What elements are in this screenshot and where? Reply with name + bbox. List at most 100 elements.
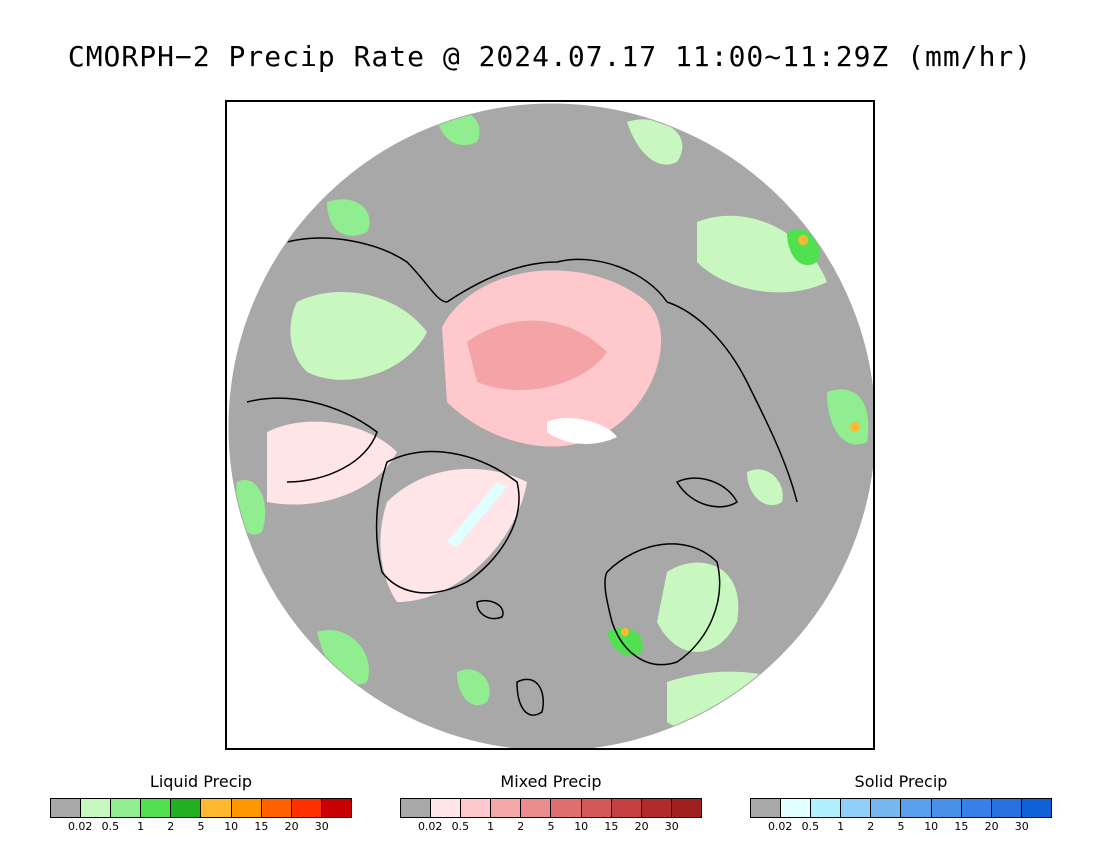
solid-swatch-7 xyxy=(961,799,992,817)
legend-mixed-title: Mixed Precip xyxy=(500,772,602,791)
legend-solid-ticks: 0.02 0.5 1 2 5 10 15 20 30 xyxy=(750,818,1052,834)
mixed-tick-label: 0.5 xyxy=(451,820,470,833)
liquid-tick-label: 1 xyxy=(137,820,145,833)
solid-tick-label: 10 xyxy=(924,820,939,833)
liquid-swatch-1 xyxy=(81,799,112,817)
mixed-tick-label: 20 xyxy=(634,820,649,833)
legend-liquid: Liquid Precip 0.02 0.5 1 2 5 10 15 20 30 xyxy=(50,770,352,834)
coast-russia-north xyxy=(666,301,798,503)
liquid-precip-hotspot-scandinavia xyxy=(621,628,629,636)
liquid-tick-label: 0.02 xyxy=(67,820,93,833)
coastlines xyxy=(246,237,798,716)
solid-precip-greenland xyxy=(447,482,507,547)
liquid-precip-barents xyxy=(747,469,783,506)
liquid-precip-alaska xyxy=(290,292,427,380)
solid-tick-label: 5 xyxy=(897,820,905,833)
liquid-swatch-6 xyxy=(231,799,262,817)
liquid-precip-bering xyxy=(327,199,370,236)
liquid-precip-hotspot-russia xyxy=(798,235,808,245)
mixed-tick-label: 2 xyxy=(517,820,525,833)
polar-map-svg xyxy=(228,103,873,748)
liquid-precip-russia xyxy=(697,215,827,293)
mixed-swatch-6 xyxy=(581,799,612,817)
legend-liquid-bar xyxy=(50,798,352,818)
liquid-tick-label: 10 xyxy=(224,820,239,833)
legend-mixed-bar xyxy=(400,798,702,818)
mixed-swatch-9 xyxy=(671,799,701,817)
polar-map xyxy=(225,100,875,750)
solid-swatch-0 xyxy=(751,799,782,817)
liquid-precip-atlantic xyxy=(317,630,369,685)
mixed-swatch-2 xyxy=(461,799,492,817)
mixed-swatch-1 xyxy=(431,799,462,817)
map-disk-edge xyxy=(228,103,873,748)
liquid-swatch-8 xyxy=(291,799,322,817)
liquid-precip-scandinavia xyxy=(657,562,739,652)
solid-swatch-5 xyxy=(901,799,932,817)
liquid-tick-label: 30 xyxy=(314,820,329,833)
liquid-tick-label: 20 xyxy=(284,820,299,833)
map-title: CMORPH−2 Precip Rate @ 2024.07.17 11:00~… xyxy=(67,40,1033,73)
liquid-swatch-5 xyxy=(201,799,232,817)
legend-solid: Solid Precip 0.02 0.5 1 2 5 10 15 20 30 xyxy=(750,770,1052,834)
liquid-swatch-9 xyxy=(321,799,351,817)
coast-alaska xyxy=(286,237,448,303)
coast-siberia xyxy=(446,258,668,303)
mixed-swatch-4 xyxy=(521,799,552,817)
solid-tick-label: 1 xyxy=(837,820,845,833)
legend-solid-bar xyxy=(750,798,1052,818)
solid-tick-label: 15 xyxy=(954,820,969,833)
solid-tick-label: 30 xyxy=(1014,820,1029,833)
mixed-tick-label: 10 xyxy=(574,820,589,833)
solid-swatch-8 xyxy=(991,799,1022,817)
white-area xyxy=(547,417,617,444)
liquid-swatch-3 xyxy=(141,799,172,817)
mixed-swatch-3 xyxy=(491,799,522,817)
liquid-precip-norway xyxy=(607,628,643,656)
mixed-tick-label: 1 xyxy=(487,820,495,833)
solid-swatch-6 xyxy=(931,799,962,817)
mixed-swatch-7 xyxy=(611,799,642,817)
mixed-swatch-0 xyxy=(401,799,432,817)
mixed-tick-label: 5 xyxy=(547,820,555,833)
liquid-swatch-4 xyxy=(171,799,202,817)
coast-canada-arctic xyxy=(246,397,378,483)
liquid-swatch-7 xyxy=(261,799,292,817)
solid-tick-label: 0.5 xyxy=(801,820,820,833)
solid-swatch-3 xyxy=(841,799,872,817)
liquid-precip-hotspot-ural xyxy=(850,422,860,432)
liquid-precip-north-atlantic xyxy=(457,669,490,706)
liquid-tick-label: 0.5 xyxy=(101,820,120,833)
legend-liquid-ticks: 0.02 0.5 1 2 5 10 15 20 30 xyxy=(50,818,352,834)
legend-solid-title: Solid Precip xyxy=(854,772,948,791)
solid-swatch-4 xyxy=(871,799,902,817)
legend-liquid-title: Liquid Precip xyxy=(149,772,253,791)
solid-tick-label: 20 xyxy=(984,820,999,833)
mixed-precip-canada xyxy=(267,421,397,505)
mixed-swatch-5 xyxy=(551,799,582,817)
mixed-tick-label: 30 xyxy=(664,820,679,833)
solid-tick-label: 2 xyxy=(867,820,875,833)
legend-mixed: Mixed Precip 0.02 0.5 1 2 5 10 15 20 30 xyxy=(400,770,702,834)
coast-greenland xyxy=(375,450,520,594)
coast-iceland xyxy=(476,600,504,620)
coast-novaya-zemlya xyxy=(675,477,738,508)
solid-swatch-1 xyxy=(781,799,812,817)
liquid-swatch-0 xyxy=(51,799,82,817)
mixed-swatch-8 xyxy=(641,799,672,817)
mixed-tick-label: 0.02 xyxy=(417,820,443,833)
legend-mixed-ticks: 0.02 0.5 1 2 5 10 15 20 30 xyxy=(400,818,702,834)
coast-scandinavia xyxy=(604,543,721,666)
liquid-tick-label: 2 xyxy=(167,820,175,833)
solid-tick-label: 0.02 xyxy=(767,820,793,833)
solid-swatch-9 xyxy=(1021,799,1051,817)
liquid-precip-russia-core xyxy=(787,229,820,266)
mixed-tick-label: 15 xyxy=(604,820,619,833)
liquid-tick-label: 5 xyxy=(197,820,205,833)
liquid-swatch-2 xyxy=(111,799,142,817)
liquid-precip-siberia xyxy=(627,119,683,165)
liquid-tick-label: 15 xyxy=(254,820,269,833)
coast-british-isles xyxy=(516,678,544,716)
liquid-precip-europe xyxy=(667,671,827,738)
solid-swatch-2 xyxy=(811,799,842,817)
